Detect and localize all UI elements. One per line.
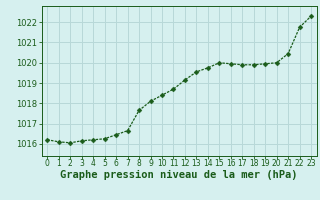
X-axis label: Graphe pression niveau de la mer (hPa): Graphe pression niveau de la mer (hPa)	[60, 170, 298, 180]
